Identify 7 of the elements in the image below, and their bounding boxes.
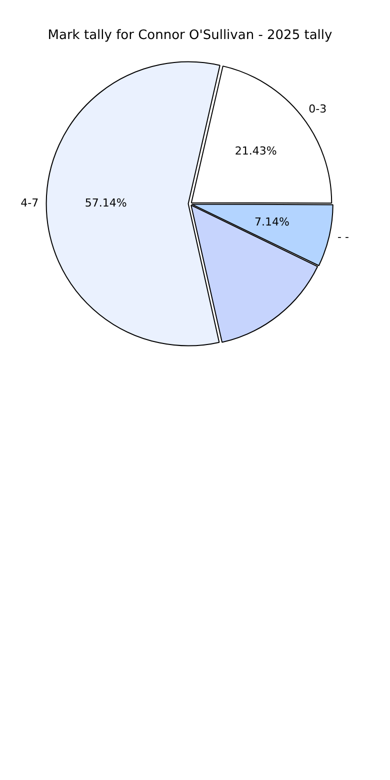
data-label: 21.43% <box>234 144 277 158</box>
data-label: 57.14% <box>84 196 127 210</box>
chart-title: Mark tally for Connor O'Sullivan - 2025 tally <box>48 28 333 44</box>
data-label: 7.14% <box>254 216 290 229</box>
slice-label: 4-7 <box>20 196 39 210</box>
slice-label: - - <box>338 230 349 244</box>
slice-label: 0-3 <box>308 102 327 116</box>
